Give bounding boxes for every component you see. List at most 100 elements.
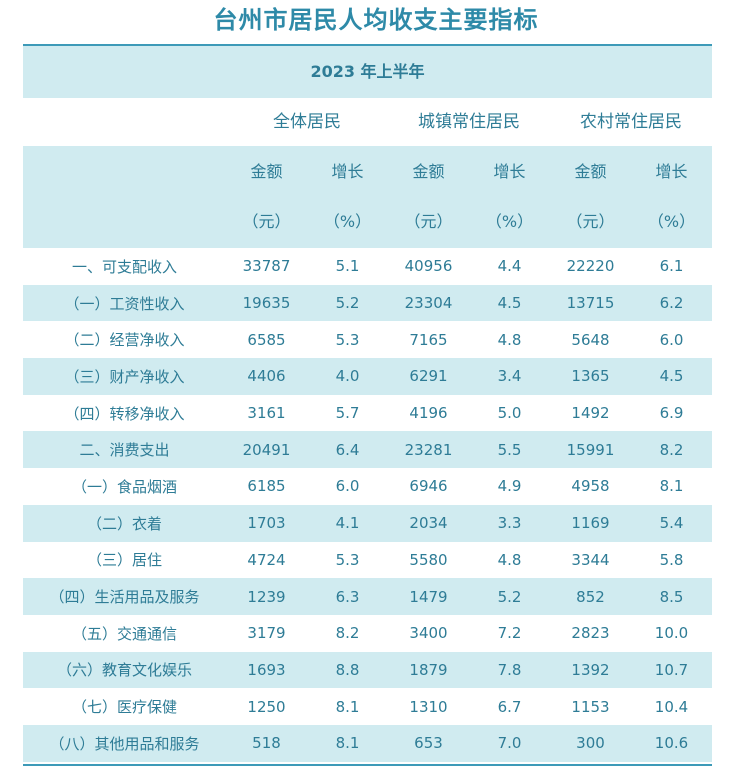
rural-growth-cell: 6.1 [659,257,684,276]
all-growth-cell: 5.7 [335,404,360,423]
row-label: （六）教育文化娱乐 [23,651,226,689]
all-growth-cell: 5.3 [335,550,360,569]
col-header-growth: 增长 [655,162,688,181]
row-label: （三）财产净收入 [23,358,226,395]
row-label: （八）其他用品和服务 [23,724,226,762]
urban-amount-cell: 1310 [409,697,448,716]
urban-amount-cell: 2034 [388,504,469,542]
sub-header-band [23,146,712,248]
urban-amount-cell: 7165 [409,330,448,349]
all-growth-cell: 4.0 [307,358,388,395]
rural-amount-cell: 3344 [571,550,610,569]
all-amount-cell: 1239 [226,578,307,615]
rural-amount-cell: 1392 [550,651,631,689]
rural-growth-cell: 4.5 [631,358,712,395]
table-row: （二）衣着 1703 4.1 2034 3.3 1169 5.4 [23,504,712,542]
col-header-amount: 金额 [574,162,607,181]
urban-amount-cell: 5580 [409,550,448,569]
table-row: （三）财产净收入 4406 4.0 6291 3.4 1365 4.5 [23,358,712,395]
all-amount-cell: 33787 [242,257,291,276]
all-growth-cell: 6.0 [335,477,360,496]
group-header-urban-residents: 城镇常住居民 [388,98,550,146]
page-title: 台州市居民人均收支主要指标 [213,6,539,34]
rural-growth-cell: 5.8 [659,550,684,569]
table-row: 二、消费支出 20491 6.4 23281 5.5 15991 8.2 [23,431,712,469]
all-amount-cell: 1250 [247,697,286,716]
rural-amount-cell: 300 [550,724,631,762]
urban-growth-cell: 4.5 [469,284,550,322]
rural-amount-cell: 5648 [571,330,610,349]
rural-growth-cell: 6.9 [659,404,684,423]
row-label: （一）工资性收入 [23,284,226,322]
all-growth-cell: 5.3 [335,330,360,349]
col-header-amount-unit: （元） [566,212,615,231]
urban-amount-cell: 4196 [409,404,448,423]
urban-growth-cell: 5.2 [469,578,550,615]
all-growth-cell: 8.1 [307,724,388,762]
data-rows: 一、可支配收入 33787 5.1 40956 4.4 22220 6.1 （一）工资性收入 1… [23,248,712,762]
urban-amount-cell: 1479 [388,578,469,615]
row-label: （四）生活用品及服务 [23,578,226,615]
urban-amount-cell: 6946 [409,477,448,496]
col-header-growth-unit: （%） [323,212,372,231]
all-amount-cell: 1693 [226,651,307,689]
all-amount-cell: 20491 [226,431,307,469]
period-header: 2023 年上半年 [23,46,712,98]
urban-growth-cell: 7.8 [469,651,550,689]
rural-amount-cell: 2823 [571,624,610,643]
urban-amount-cell: 1879 [388,651,469,689]
row-label: （二）衣着 [23,504,226,542]
urban-growth-cell: 4.9 [497,477,522,496]
rural-amount-cell: 852 [550,578,631,615]
all-amount-cell: 4406 [226,358,307,395]
rural-amount-cell: 1153 [571,697,610,716]
rural-growth-cell: 8.2 [631,431,712,469]
row-label: （一）食品烟酒 [71,477,177,496]
col-header-growth-unit: （%） [647,212,696,231]
table-row: 一、可支配收入 33787 5.1 40956 4.4 22220 6.1 [23,248,712,285]
col-header-amount: 金额 [412,162,445,181]
all-growth-cell: 5.2 [307,284,388,322]
rural-growth-cell: 10.4 [654,697,689,716]
urban-growth-cell: 4.8 [497,550,522,569]
table-row: （二）经营净收入 6585 5.3 7165 4.8 5648 6.0 [23,321,712,358]
table-row: （八）其他用品和服务 518 8.1 653 7.0 300 10.6 [23,724,712,762]
row-label: 二、消费支出 [23,431,226,469]
table-row: （一）工资性收入 19635 5.2 23304 4.5 13715 6.2 [23,284,712,322]
col-header-amount-unit: （元） [404,212,453,231]
all-amount-cell: 3179 [247,624,286,643]
rural-growth-cell: 6.2 [631,284,712,322]
urban-amount-cell: 40956 [404,257,453,276]
urban-amount-cell: 653 [388,724,469,762]
all-amount-cell: 6185 [247,477,286,496]
row-label: （四）转移净收入 [64,404,185,423]
col-header-growth-unit: （%） [485,212,534,231]
table-row: （四）转移净收入 3161 5.7 4196 5.0 1492 6.9 [23,395,712,432]
urban-amount-cell: 3400 [409,624,448,643]
row-label: （七）医疗保健 [71,698,177,717]
col-header-amount-unit: （元） [242,212,291,231]
table-row: （四）生活用品及服务 1239 6.3 1479 5.2 852 8.5 [23,578,712,615]
table-row: （一）食品烟酒 6185 6.0 6946 4.9 4958 8.1 [23,468,712,505]
data-table: 2023 年上半年 全体居民 城镇常住居民 农村常住居民 金额 （元） 增长 （… [23,44,712,766]
group-header-all-residents: 全体居民 [226,98,388,146]
all-amount-cell: 19635 [226,284,307,322]
urban-growth-cell: 5.5 [469,431,550,469]
all-growth-cell: 5.1 [335,257,360,276]
urban-amount-cell: 6291 [388,358,469,395]
rural-growth-cell: 5.4 [631,504,712,542]
rural-growth-cell: 10.6 [631,724,712,762]
row-label: （五）交通通信 [71,624,177,643]
group-header-blank [23,98,226,146]
col-header-growth: 增长 [493,162,526,181]
urban-growth-cell: 3.4 [469,358,550,395]
urban-growth-cell: 4.4 [497,257,522,276]
group-header-rural-residents: 农村常住居民 [550,98,712,146]
rural-amount-cell: 22220 [566,257,615,276]
rural-amount-cell: 13715 [550,284,631,322]
rural-growth-cell: 10.0 [654,624,689,643]
urban-amount-cell: 23304 [388,284,469,322]
rural-growth-cell: 10.7 [631,651,712,689]
table-row: （三）居住 4724 5.3 5580 4.8 3344 5.8 [23,542,712,579]
rural-growth-cell: 8.1 [659,477,684,496]
